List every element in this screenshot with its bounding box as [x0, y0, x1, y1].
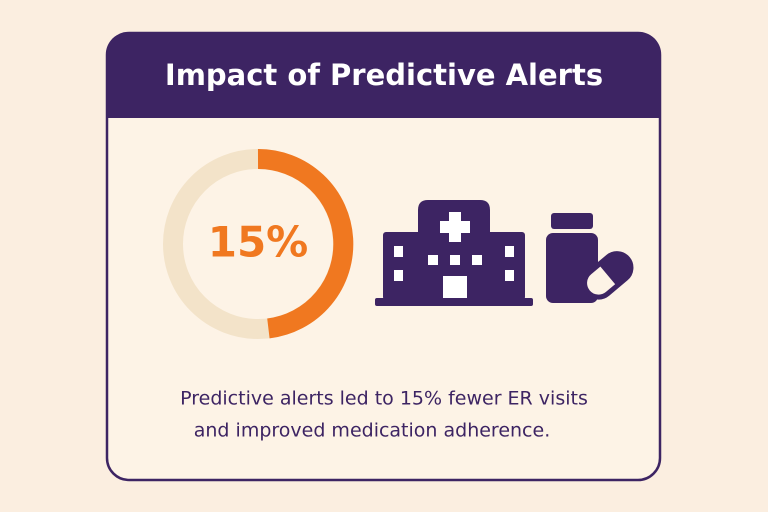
- medication-icon: [546, 213, 634, 303]
- hospital-icon: [375, 200, 533, 306]
- caption-line: and improved medication adherence.: [194, 420, 550, 442]
- caption-line: Predictive alerts led to 15% fewer ER vi…: [180, 388, 588, 410]
- ring-arc: [257, 148, 354, 339]
- stat-label: 15%: [208, 218, 309, 267]
- card-header: [107, 33, 660, 118]
- title: Impact of Predictive Alerts: [165, 58, 603, 92]
